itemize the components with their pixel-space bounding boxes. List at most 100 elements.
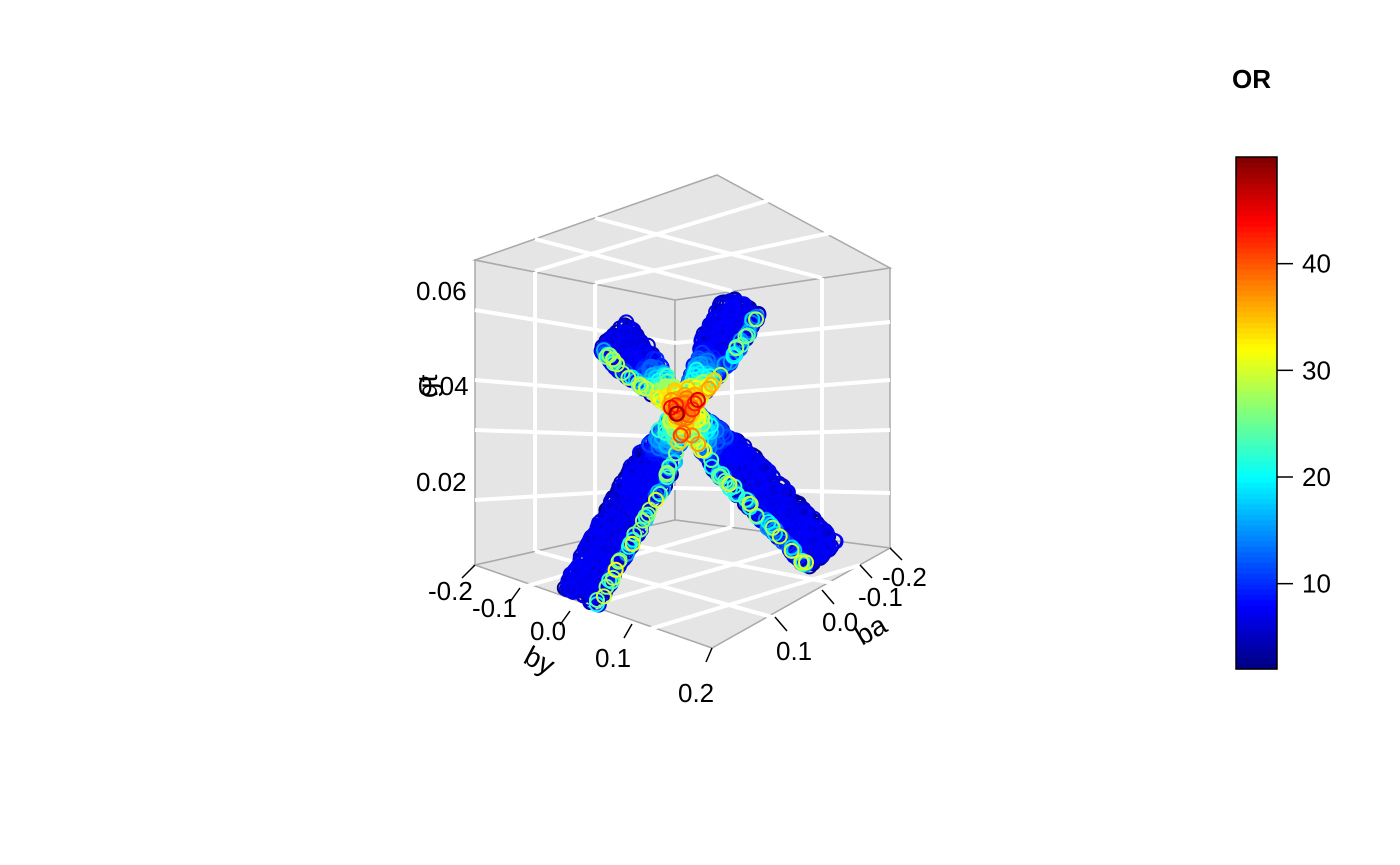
color-key-strip (1236, 519, 1277, 526)
axis-label-by: by (519, 640, 560, 681)
color-key-strip (1236, 525, 1277, 531)
scatter-point (806, 545, 823, 562)
scatter-point (798, 554, 814, 571)
color-key-strip (1236, 317, 1277, 323)
color-key-strip (1236, 322, 1277, 329)
color-key-strip (1236, 546, 1277, 553)
scatter-point (632, 377, 649, 393)
color-key-strip (1236, 343, 1277, 350)
color-key-strip (1236, 637, 1277, 643)
tick-label-y-0: -0.2 (428, 576, 473, 606)
scatter-point (632, 521, 649, 538)
scatter-point (737, 328, 754, 345)
scatter-point (796, 506, 813, 523)
color-key-tick-label: 10 (1302, 569, 1331, 599)
color-key-strip (1236, 189, 1277, 195)
scatter-point (778, 484, 795, 501)
color-key-strip (1236, 423, 1277, 430)
color-key-strip (1236, 231, 1277, 238)
color-key-strip (1236, 333, 1277, 339)
color-key-strip (1236, 487, 1277, 494)
scatter-point (563, 580, 579, 597)
color-key-strip (1236, 157, 1277, 163)
scatter-point (827, 533, 844, 550)
color-key-strip (1236, 194, 1277, 201)
color-key-strip (1236, 349, 1277, 355)
scatter-point (738, 491, 755, 508)
color-key: OR 10 20 30 40 (1232, 64, 1331, 670)
color-key-strip (1236, 397, 1277, 403)
color-key-ticks: 10 20 30 40 (1277, 249, 1331, 599)
scatter-point (672, 427, 689, 444)
color-key-strip (1236, 503, 1277, 510)
color-key-strip (1236, 375, 1277, 382)
color-key-strip (1236, 530, 1277, 537)
color-key-strip (1236, 621, 1277, 627)
color-key-strip (1236, 663, 1277, 670)
color-key-strip (1236, 199, 1277, 206)
color-key-strip (1236, 589, 1277, 595)
scatter-point (650, 484, 667, 501)
color-key-strip (1236, 562, 1277, 569)
color-key-strip (1236, 279, 1277, 286)
color-key-strip (1236, 615, 1277, 622)
scatter-point (634, 512, 651, 529)
color-key-strip (1236, 269, 1277, 275)
color-key-strip (1236, 477, 1277, 483)
scatter-point (622, 322, 639, 339)
color-key-gradient (1236, 157, 1277, 670)
scatter-point (693, 332, 710, 349)
color-key-strip (1236, 274, 1277, 281)
scatter-point (615, 478, 632, 495)
scatter-point (670, 435, 687, 451)
color-key-strip (1236, 605, 1277, 611)
scatter-point (771, 528, 788, 545)
scatter-point (626, 345, 643, 362)
color-key-strip (1236, 178, 1277, 185)
color-key-strip (1236, 258, 1277, 265)
scatter-point (689, 391, 706, 408)
color-key-strip (1236, 295, 1277, 302)
scatter-point (626, 464, 643, 481)
scatter-point (798, 517, 814, 534)
color-key-strip (1236, 237, 1277, 243)
tick-labels: -0.2 -0.1 0.0 0.1 0.2 -0.2 -0.1 0.0 0.1 … (416, 276, 927, 708)
color-key-strip (1236, 551, 1277, 558)
scatter-point (805, 519, 822, 536)
scatter-point (752, 477, 769, 494)
scatter-point (724, 299, 741, 316)
scatter-point (793, 554, 810, 571)
scatter-point (748, 311, 764, 328)
scatter-points (556, 291, 844, 613)
scatter-point (778, 504, 795, 521)
color-key-strip (1236, 498, 1277, 505)
tick-label-y-1: -0.1 (472, 593, 517, 623)
color-key-strip (1236, 173, 1277, 179)
scatter-point (595, 588, 612, 605)
color-key-strip (1236, 482, 1277, 489)
color-key-strip (1236, 354, 1277, 361)
scatter-point (683, 427, 700, 444)
color-key-strip (1236, 242, 1277, 249)
color-key-strip (1236, 263, 1277, 270)
tick-label-y-4: 0.2 (678, 678, 714, 708)
scatter-point (757, 460, 774, 477)
color-key-strip (1236, 183, 1277, 190)
color-key-strip (1236, 167, 1277, 174)
color-key-strip (1236, 413, 1277, 419)
color-key-strip (1236, 455, 1277, 462)
color-key-strip (1236, 327, 1277, 334)
scatter-point (603, 508, 620, 525)
tick-label-z-2: 0.06 (416, 276, 467, 306)
color-key-strip (1236, 557, 1277, 563)
color-key-strip (1236, 578, 1277, 585)
color-key-frame (1235, 156, 1278, 670)
color-key-strip (1236, 162, 1277, 169)
color-key-strip (1236, 445, 1277, 451)
color-key-strip (1236, 471, 1277, 478)
color-key-strip (1236, 429, 1277, 435)
scatter-point (595, 342, 612, 359)
scatter-point (728, 340, 745, 357)
axis-label-gt: gt (412, 374, 443, 398)
